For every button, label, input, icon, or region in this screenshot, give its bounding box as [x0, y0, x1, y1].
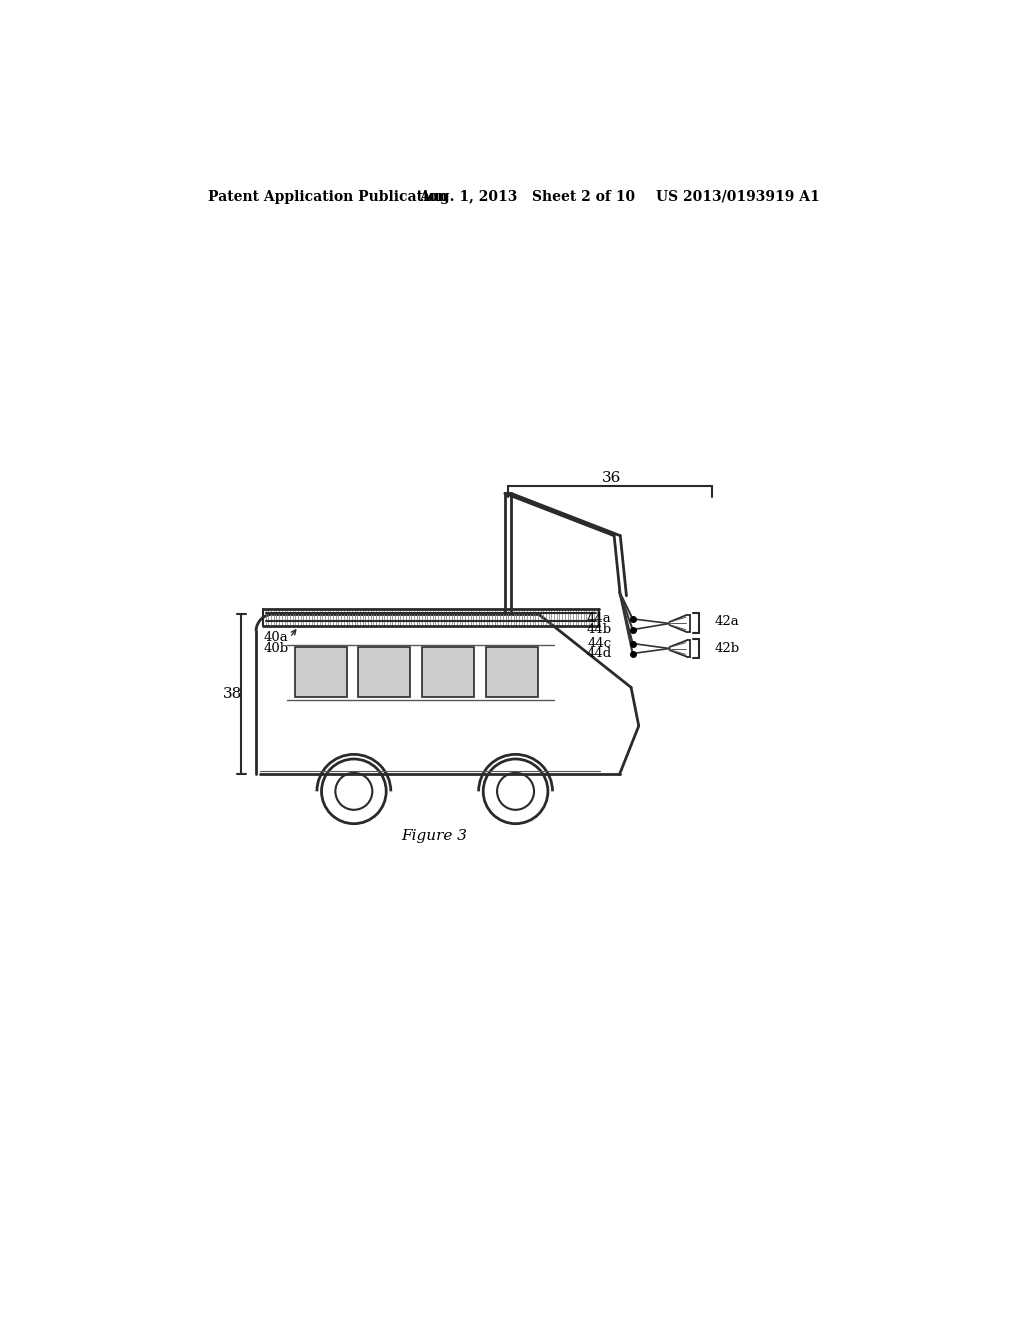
Text: 38: 38 [223, 688, 243, 701]
Bar [485, 647, 538, 697]
Text: US 2013/0193919 A1: US 2013/0193919 A1 [656, 190, 820, 203]
Text: Aug. 1, 2013   Sheet 2 of 10: Aug. 1, 2013 Sheet 2 of 10 [419, 190, 636, 203]
Text: Patent Application Publication: Patent Application Publication [208, 190, 447, 203]
Text: 44a: 44a [587, 612, 611, 626]
Text: 44d: 44d [587, 647, 611, 660]
Text: 44c: 44c [588, 638, 611, 649]
Text: 36: 36 [602, 471, 622, 484]
Bar [295, 647, 347, 697]
Text: 44b: 44b [587, 623, 611, 636]
Text: Figure 3: Figure 3 [401, 829, 468, 843]
Bar [357, 647, 410, 697]
Text: 40a: 40a [263, 631, 289, 644]
Bar [422, 647, 474, 697]
Text: 42b: 42b [714, 643, 739, 656]
Text: 40b: 40b [263, 643, 289, 656]
Text: 42a: 42a [714, 615, 739, 628]
